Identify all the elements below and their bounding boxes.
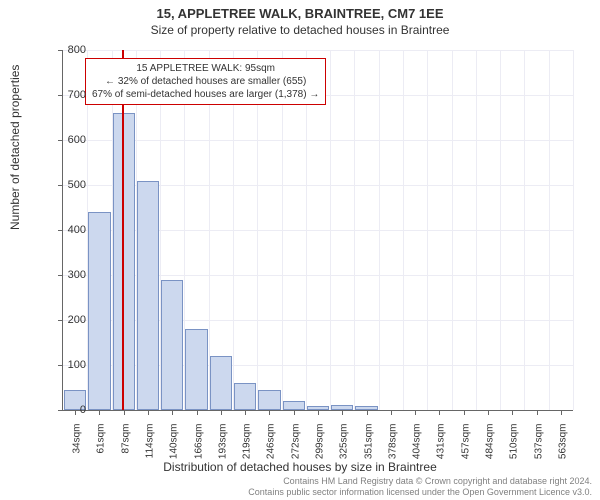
gridline-v [427,50,428,410]
footer: Contains HM Land Registry data © Crown c… [248,476,592,498]
x-tick [269,410,270,415]
x-tick [172,410,173,415]
x-tick-label: 193sqm [217,424,228,474]
histogram-bar [113,113,135,410]
legend-line2: ← 32% of detached houses are smaller (65… [92,75,319,88]
x-tick [148,410,149,415]
x-tick [488,410,489,415]
x-tick [99,410,100,415]
histogram-bar [283,401,305,410]
gridline-v [452,50,453,410]
histogram-bar [234,383,256,410]
footer-line2: Contains public sector information licen… [248,487,592,498]
y-tick-label: 500 [46,179,86,191]
title-main: 15, APPLETREE WALK, BRAINTREE, CM7 1EE [0,0,600,21]
x-tick [439,410,440,415]
x-tick-label: 404sqm [412,424,423,474]
x-tick-label: 484sqm [485,424,496,474]
x-tick [197,410,198,415]
x-tick-label: 537sqm [533,424,544,474]
x-tick-label: 563sqm [557,424,568,474]
gridline-v [524,50,525,410]
gridline-v [549,50,550,410]
x-tick-label: 219sqm [242,424,253,474]
footer-line1: Contains HM Land Registry data © Crown c… [248,476,592,487]
y-tick-label: 800 [46,44,86,56]
histogram-bar [258,390,280,410]
x-tick [318,410,319,415]
x-tick-label: 246sqm [266,424,277,474]
y-tick-label: 0 [46,404,86,416]
x-tick-label: 378sqm [387,424,398,474]
gridline-v [403,50,404,410]
gridline-v [330,50,331,410]
x-tick-label: 457sqm [460,424,471,474]
y-tick-label: 600 [46,134,86,146]
x-tick-label: 299sqm [315,424,326,474]
y-tick-label: 700 [46,89,86,101]
legend-box: 15 APPLETREE WALK: 95sqm ← 32% of detach… [85,58,326,105]
x-tick [342,410,343,415]
x-tick-label: 510sqm [509,424,520,474]
histogram-bar [137,181,159,411]
y-tick-label: 400 [46,224,86,236]
gridline-v [379,50,380,410]
gridline-h [63,50,573,51]
x-tick [512,410,513,415]
x-tick-label: 431sqm [436,424,447,474]
histogram-bar [161,280,183,411]
histogram-bar [88,212,110,410]
x-tick-label: 140sqm [169,424,180,474]
y-axis-label: Number of detached properties [8,65,22,230]
x-tick [245,410,246,415]
legend-line1: 15 APPLETREE WALK: 95sqm [92,62,319,75]
gridline-v [476,50,477,410]
x-tick-label: 34sqm [72,424,83,474]
y-tick-label: 200 [46,314,86,326]
y-tick-label: 300 [46,269,86,281]
x-tick-label: 351sqm [363,424,374,474]
x-tick [294,410,295,415]
x-tick-label: 87sqm [120,424,131,474]
x-tick-label: 272sqm [290,424,301,474]
y-tick-label: 100 [46,359,86,371]
title-sub: Size of property relative to detached ho… [0,21,600,37]
x-tick [464,410,465,415]
gridline-v [573,50,574,410]
histogram-bar [210,356,232,410]
x-tick [561,410,562,415]
x-tick [124,410,125,415]
gridline-v [354,50,355,410]
legend-line3: 67% of semi-detached houses are larger (… [92,88,319,101]
x-tick [391,410,392,415]
gridline-v [500,50,501,410]
x-tick-label: 166sqm [193,424,204,474]
x-tick [367,410,368,415]
histogram-bar [185,329,207,410]
x-tick [537,410,538,415]
x-tick-label: 114sqm [145,424,156,474]
x-tick-label: 325sqm [339,424,350,474]
gridline-h [63,140,573,141]
x-tick [221,410,222,415]
x-tick-label: 61sqm [96,424,107,474]
chart-container: 15, APPLETREE WALK, BRAINTREE, CM7 1EE S… [0,0,600,500]
x-tick [415,410,416,415]
